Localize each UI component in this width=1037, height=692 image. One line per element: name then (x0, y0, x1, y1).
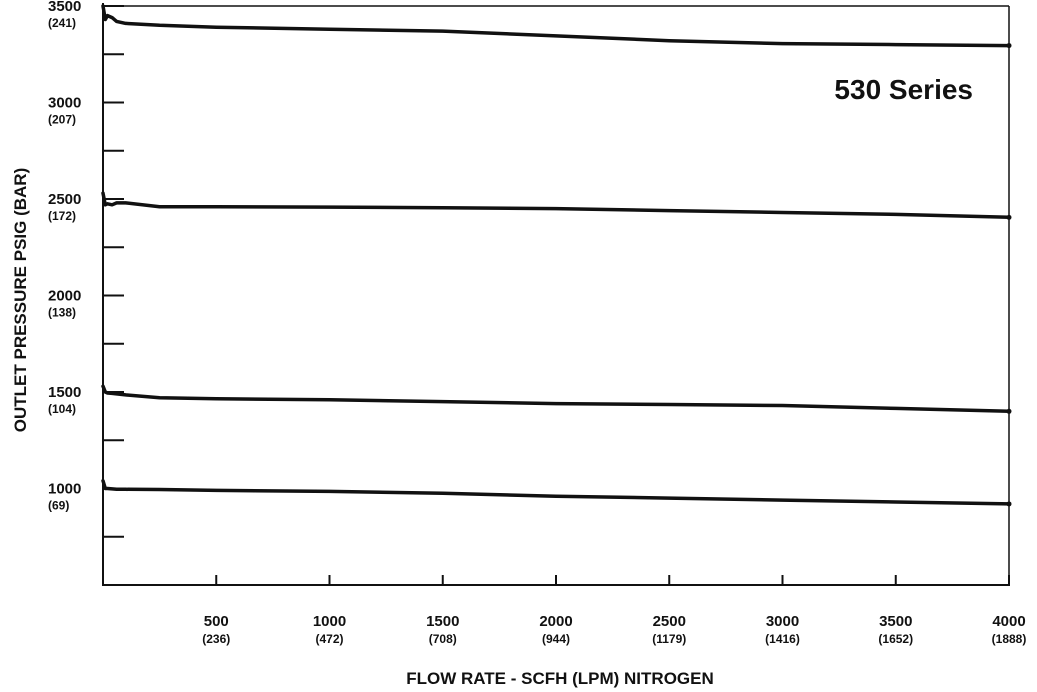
series (101, 4, 1012, 507)
x-tick-sublabel: (1652) (878, 632, 913, 646)
y-tick-label: 2000 (48, 288, 81, 305)
series-end-point (1006, 408, 1012, 414)
x-tick-label: 1000 (313, 613, 346, 630)
y-tick-sublabel: (241) (48, 16, 76, 30)
x-tick-label: 3000 (766, 613, 799, 630)
x-tick-sublabel: (1416) (765, 632, 800, 646)
y-tick-label: 3000 (48, 95, 81, 112)
x-axis-title: FLOW RATE - SCFH (LPM) NITROGEN (406, 669, 714, 688)
x-tick-label: 2000 (539, 613, 572, 630)
ticks: 500(236)1000(472)1500(708)2000(944)2500(… (48, 0, 1026, 646)
chart-title: 530 Series (834, 74, 973, 105)
y-axis-title: OUTLET PRESSURE PSIG (BAR) (11, 168, 30, 432)
x-tick-sublabel: (1888) (992, 632, 1027, 646)
x-tick-label: 4000 (992, 613, 1025, 630)
y-tick-label: 3500 (48, 0, 81, 15)
series-line-2 (101, 191, 1011, 220)
y-tick-label: 2500 (48, 191, 81, 208)
series-end-point (1006, 214, 1012, 220)
y-tick-label: 1500 (48, 384, 81, 401)
x-tick-sublabel: (236) (202, 632, 230, 646)
y-tick-sublabel: (69) (48, 499, 69, 513)
x-tick-sublabel: (944) (542, 632, 570, 646)
x-tick-sublabel: (708) (429, 632, 457, 646)
x-tick-sublabel: (472) (315, 632, 343, 646)
series-end-point (1006, 501, 1012, 507)
y-tick-label: 1000 (48, 481, 81, 498)
y-tick-sublabel: (104) (48, 402, 76, 416)
series-line-4 (101, 479, 1011, 506)
x-tick-label: 1500 (426, 613, 459, 630)
series-line-1 (101, 4, 1011, 48)
x-tick-sublabel: (1179) (652, 632, 686, 646)
series-end-point (1006, 43, 1012, 49)
series-line-3 (101, 384, 1011, 414)
x-tick-label: 2500 (653, 613, 686, 630)
x-tick-label: 500 (204, 613, 229, 630)
y-tick-sublabel: (138) (48, 306, 76, 320)
y-tick-sublabel: (207) (48, 113, 76, 127)
y-tick-sublabel: (172) (48, 209, 76, 223)
x-tick-label: 3500 (879, 613, 912, 630)
